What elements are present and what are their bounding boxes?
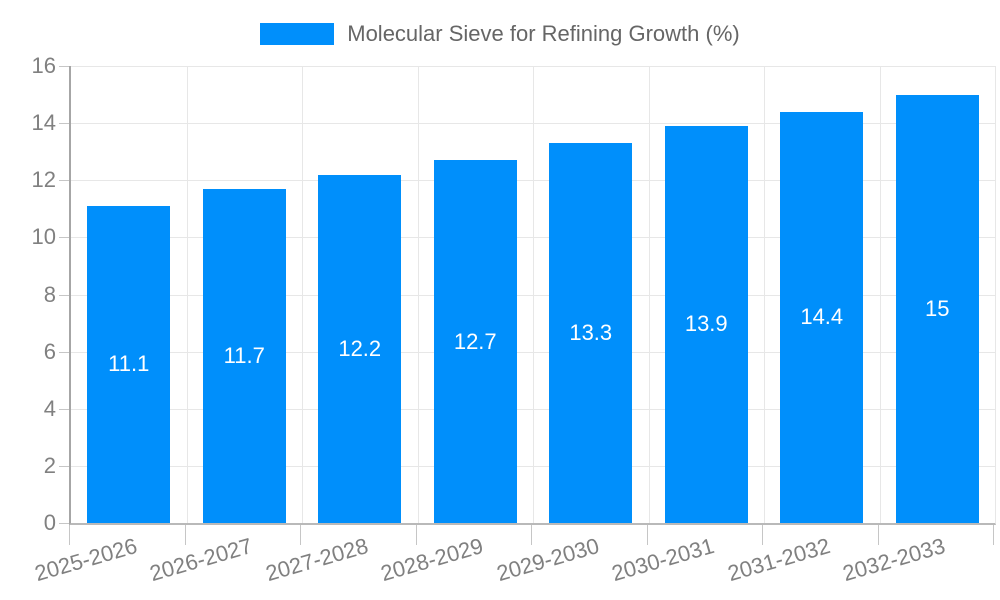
y-axis-tick-mark (59, 523, 69, 524)
y-axis-tick-mark (59, 351, 69, 353)
x-axis-tick-mark (185, 525, 186, 545)
y-axis-tick-label: 2 (43, 452, 56, 478)
y-axis-tick-mark (59, 123, 69, 125)
y-axis-tick-label: 8 (43, 281, 56, 307)
bar-value-label: 11.1 (108, 351, 150, 377)
bar-value-label: 11.7 (223, 342, 265, 368)
y-axis-tick-label: 10 (31, 224, 56, 250)
plot-area: 11.1 11.7 12.2 12.7 13.3 13.9 14.4 15 (69, 66, 996, 525)
x-axis-tick-mark (416, 525, 417, 545)
gridline-vertical (187, 66, 188, 523)
bar-value-label: 14.4 (800, 304, 844, 330)
bar[interactable]: 14.4 (780, 111, 864, 523)
x-axis-tick-mark (647, 525, 648, 545)
y-axis-tick-label: 12 (31, 167, 56, 193)
x-axis-tick-mark (878, 525, 879, 545)
bar[interactable]: 11.1 (87, 205, 171, 523)
x-axis-tick-mark (69, 525, 70, 545)
legend-label: Molecular Sieve for Refining Growth (%) (347, 21, 740, 46)
y-axis-tick-label: 0 (43, 510, 56, 535)
bar[interactable]: 13.3 (549, 143, 633, 523)
x-axis-tick-mark (762, 525, 763, 545)
y-axis-tick-mark (59, 294, 69, 296)
bar-value-label: 13.3 (569, 320, 613, 346)
gridline-vertical (649, 66, 650, 523)
x-axis-tick-mark (531, 525, 532, 545)
legend[interactable]: Molecular Sieve for Refining Growth (%) (0, 21, 1000, 47)
y-axis-tick-mark (59, 465, 69, 467)
y-axis-tick-mark (59, 180, 69, 182)
y-axis-tick-label: 16 (31, 53, 56, 78)
gridline-vertical (302, 66, 303, 523)
y-axis-tick-mark (59, 66, 69, 67)
bar[interactable]: 11.7 (202, 188, 286, 523)
bar[interactable]: 15 (895, 94, 979, 523)
bar[interactable]: 12.2 (318, 174, 402, 523)
gridline-vertical (418, 66, 419, 523)
y-axis-tick-label: 6 (43, 338, 56, 364)
x-axis-tick-mark (993, 525, 994, 545)
gridline-vertical (533, 66, 534, 523)
bar-value-label: 13.9 (684, 311, 728, 337)
x-axis-tick-mark (300, 525, 301, 545)
y-axis-tick-mark (59, 237, 69, 239)
y-axis-tick-mark (59, 408, 69, 410)
gridline-vertical (764, 66, 765, 523)
bar[interactable]: 13.9 (664, 125, 748, 523)
gridline-vertical (880, 66, 881, 523)
bar[interactable]: 12.7 (433, 160, 517, 523)
legend-swatch-icon (260, 23, 335, 45)
y-axis-tick-label: 14 (31, 110, 56, 136)
y-axis-tick-label: 4 (43, 395, 56, 421)
bar-value-label: 15 (925, 295, 950, 321)
bar-value-label: 12.2 (338, 335, 382, 361)
bar-value-label: 12.7 (453, 328, 497, 354)
